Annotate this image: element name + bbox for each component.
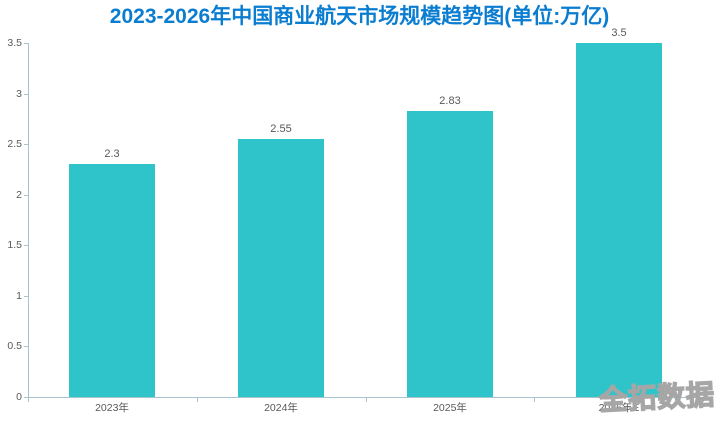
y-axis-tick-label: 3 bbox=[16, 88, 22, 100]
x-axis-tick bbox=[28, 398, 29, 402]
y-axis-tick bbox=[24, 245, 28, 246]
x-axis-category-label: 2023年 bbox=[95, 402, 129, 414]
x-axis-category-label: 2024年 bbox=[264, 402, 298, 414]
bar-value-label: 2.83 bbox=[439, 95, 461, 107]
y-axis-line bbox=[28, 43, 29, 398]
x-axis-line bbox=[28, 397, 704, 398]
watermark: 全拓数据 bbox=[598, 378, 717, 417]
y-axis-tick bbox=[24, 296, 28, 297]
bar bbox=[407, 111, 493, 397]
y-axis-tick bbox=[24, 346, 28, 347]
y-axis-tick-label: 1 bbox=[16, 290, 22, 302]
bar bbox=[69, 164, 155, 397]
bar bbox=[238, 139, 324, 397]
y-axis-tick bbox=[24, 397, 28, 398]
bar-value-label: 2.55 bbox=[270, 123, 292, 135]
x-axis-category-label: 2025年 bbox=[433, 402, 467, 414]
y-axis-tick-label: 2.5 bbox=[7, 138, 22, 150]
x-axis-category-label: 2026年E bbox=[598, 402, 640, 414]
x-axis-tick bbox=[534, 398, 535, 402]
x-axis-tick bbox=[197, 398, 198, 402]
y-axis-tick-label: 0.5 bbox=[7, 340, 22, 352]
x-axis-tick bbox=[366, 398, 367, 402]
y-axis-tick bbox=[24, 43, 28, 44]
y-axis-tick-label: 2 bbox=[16, 189, 22, 201]
y-axis-tick bbox=[24, 94, 28, 95]
y-axis-tick-label: 0 bbox=[16, 391, 22, 403]
bar bbox=[576, 43, 662, 397]
y-axis-tick-label: 1.5 bbox=[7, 239, 22, 251]
bar-value-label: 3.5 bbox=[611, 27, 627, 39]
y-axis-tick-label: 3.5 bbox=[7, 37, 22, 49]
x-axis-tick bbox=[703, 398, 704, 402]
bar-value-label: 2.3 bbox=[104, 148, 120, 160]
chart-title: 2023-2026年中国商业航天市场规模趋势图(单位:万亿) bbox=[109, 5, 610, 28]
y-axis-tick bbox=[24, 195, 28, 196]
y-axis-tick bbox=[24, 144, 28, 145]
